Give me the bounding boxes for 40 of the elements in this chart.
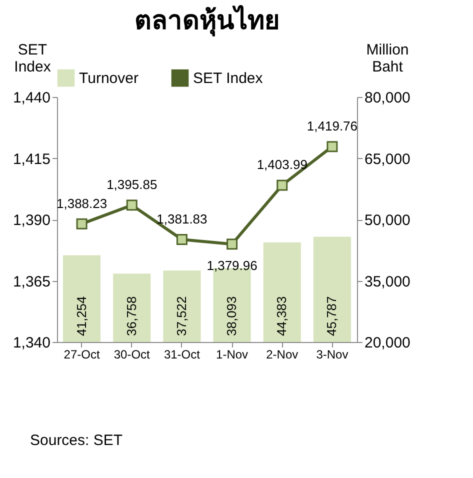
x-tick-label: 27-Oct	[64, 348, 100, 362]
y-tick-label: 1,340	[12, 334, 50, 352]
data-label: 1,379.96	[206, 258, 258, 274]
data-label: 1,395.85	[106, 177, 158, 192]
data-label: 37,522	[174, 296, 189, 336]
y2-tick-label: 20,000	[364, 334, 410, 352]
data-label: 1,403.99	[256, 157, 308, 172]
x-tick-label: 2-Nov	[266, 348, 298, 362]
point	[326, 141, 338, 152]
legend-label: Turnover	[79, 70, 138, 88]
y-tick-label: 1,365	[12, 273, 50, 290]
chart-title: ตลาดหุ้นไทย	[134, 4, 280, 37]
x-tick-label: 1-Nov	[216, 348, 248, 362]
point	[226, 238, 238, 250]
data-label: 1,388.23	[56, 196, 108, 211]
data-label: 1,419.76	[306, 118, 358, 134]
point	[76, 218, 88, 230]
x-tick-label: 31-Oct	[164, 348, 201, 362]
point	[276, 180, 288, 191]
point	[176, 234, 188, 246]
y2-tick-label: 80,000	[364, 90, 410, 106]
data-label: 38,093	[224, 296, 240, 336]
data-label: 36,758	[124, 296, 139, 336]
point	[126, 200, 138, 211]
x-tick-label: 30-Oct	[114, 348, 151, 362]
legend-label: SET Index	[193, 70, 264, 88]
y-axis-title: SET Index	[14, 42, 52, 76]
data-label: 1,381.83	[156, 212, 208, 227]
data-label: 45,787	[324, 296, 340, 336]
data-label: 41,254	[74, 296, 89, 336]
x-tick-label: 3-Nov	[316, 348, 348, 362]
y-tick-label: 1,390	[12, 212, 50, 229]
y2-tick-label: 65,000	[364, 150, 410, 168]
y2-axis-title: Million Baht	[366, 42, 409, 76]
y-tick-label: 1,440	[12, 90, 50, 106]
y-tick-label: 1,415	[12, 150, 50, 168]
data-label: 44,383	[274, 296, 290, 336]
y2-tick-label: 35,000	[364, 273, 410, 290]
source-note: Sources: SET	[30, 432, 123, 449]
y2-tick-label: 50,000	[364, 212, 410, 229]
